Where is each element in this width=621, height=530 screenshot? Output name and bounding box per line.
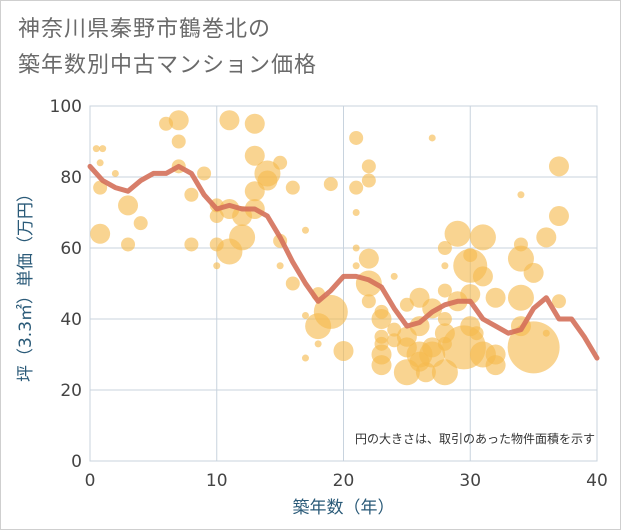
data-bubble	[352, 209, 360, 216]
grid-lines	[89, 105, 598, 462]
data-bubble	[361, 294, 376, 309]
bubble-layer	[90, 110, 569, 386]
y-tick-label: 60	[60, 239, 82, 259]
data-bubble	[323, 177, 338, 192]
data-bubble	[371, 355, 392, 376]
data-bubble	[314, 340, 322, 348]
data-bubble	[352, 262, 360, 270]
y-tick-label: 100	[50, 97, 82, 117]
data-bubble	[472, 266, 493, 287]
data-bubble	[229, 224, 256, 251]
x-tick-label: 10	[206, 471, 228, 491]
data-bubble	[276, 262, 284, 270]
data-bubble	[99, 145, 107, 153]
data-bubble	[93, 180, 108, 195]
data-bubble	[551, 294, 566, 309]
chart-title: 神奈川県秦野市鶴巻北の 築年数別中古マンション価格	[18, 17, 318, 78]
data-bubble	[437, 241, 452, 255]
data-bubble	[244, 113, 265, 134]
data-bubble	[548, 156, 569, 177]
data-bubble	[121, 237, 136, 252]
data-bubble	[90, 223, 111, 244]
y-axis-label: 坪（3.3㎡）単価（万円）	[16, 185, 36, 382]
data-bubble	[301, 311, 309, 319]
data-bubble	[313, 294, 348, 329]
data-bubble	[485, 355, 506, 376]
y-tick-label: 40	[60, 310, 82, 330]
data-bubble	[285, 180, 300, 195]
data-bubble	[213, 262, 221, 270]
data-bubble	[428, 134, 436, 142]
data-bubble	[118, 195, 139, 216]
y-tick-labels: 0 20 40 60 80 100	[50, 97, 82, 472]
x-tick-label: 20	[333, 471, 355, 491]
data-bubble	[333, 340, 354, 361]
data-bubble	[469, 326, 484, 341]
data-bubble	[536, 227, 557, 248]
data-bubble	[431, 359, 458, 386]
size-legend-note: 円の大きさは、取引のあった物件面積を示す	[355, 431, 595, 446]
data-bubble	[273, 155, 288, 170]
data-bubble	[361, 173, 376, 188]
data-bubble	[349, 130, 364, 145]
x-tick-label: 40	[586, 471, 608, 491]
x-axis-label: 築年数（年）	[293, 498, 395, 518]
data-bubble	[507, 284, 534, 311]
data-bubble	[111, 169, 119, 177]
data-bubble	[184, 187, 199, 202]
data-bubble	[301, 354, 309, 362]
data-bubble	[469, 224, 496, 251]
data-bubble	[437, 283, 452, 298]
data-bubble	[349, 180, 364, 195]
data-bubble	[96, 159, 104, 167]
data-bubble	[219, 110, 240, 131]
data-bubble	[92, 145, 100, 153]
data-bubble	[257, 170, 278, 191]
data-bubble	[244, 145, 265, 166]
x-tick-label: 30	[459, 471, 481, 491]
data-bubble	[485, 287, 506, 308]
data-bubble	[171, 134, 186, 149]
data-bubble	[390, 272, 398, 280]
data-bubble	[197, 166, 212, 181]
data-bubble	[361, 159, 376, 174]
data-bubble	[444, 220, 471, 247]
data-bubble	[437, 312, 452, 326]
data-bubble	[168, 110, 189, 131]
data-bubble	[542, 329, 550, 337]
data-bubble	[517, 191, 525, 199]
data-bubble	[371, 309, 392, 329]
data-bubble	[523, 262, 544, 283]
data-bubble	[133, 216, 148, 231]
plot-border	[89, 105, 598, 462]
y-tick-label: 80	[60, 168, 82, 188]
data-bubble	[285, 276, 300, 291]
trend-line	[87, 163, 600, 361]
data-bubble	[358, 248, 379, 269]
data-bubble	[301, 226, 309, 234]
data-bubble	[352, 244, 360, 252]
data-bubble	[441, 262, 449, 270]
data-bubble	[184, 237, 199, 252]
y-tick-label: 20	[60, 381, 82, 401]
data-bubble	[548, 206, 569, 227]
y-tick-label: 0	[71, 452, 82, 472]
x-tick-labels: 0 10 20 30 40	[85, 471, 608, 491]
x-tick-label: 0	[85, 471, 96, 491]
